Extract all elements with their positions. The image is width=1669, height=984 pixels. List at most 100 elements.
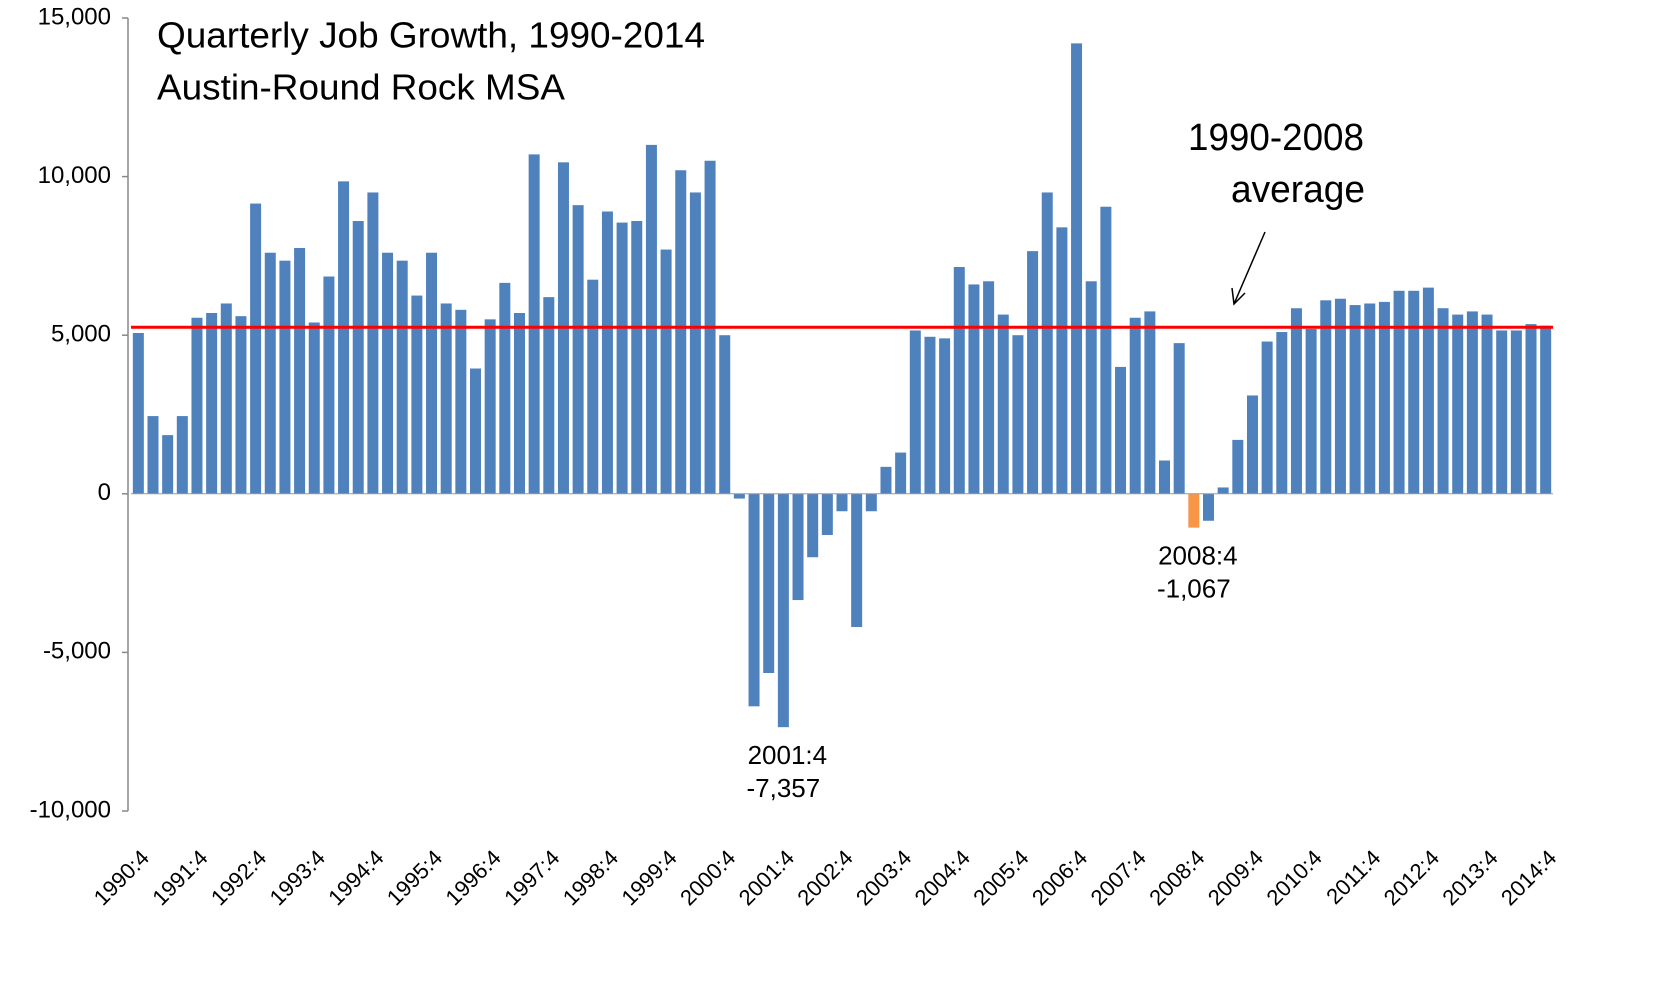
bar: [1364, 303, 1376, 494]
bar: [1408, 290, 1420, 494]
x-tick-label: 2010:4: [1261, 845, 1326, 910]
bar: [851, 493, 863, 628]
bar: [1305, 328, 1317, 494]
bar: [821, 493, 833, 536]
bar: [235, 316, 247, 494]
bar: [1012, 335, 1024, 494]
x-tick-label: 2012:4: [1379, 845, 1444, 910]
x-tick-label: 2006:4: [1027, 845, 1092, 910]
bar: [1496, 330, 1508, 494]
bar: [1334, 298, 1346, 494]
arrow: [1233, 231, 1266, 305]
x-tick-label: 2000:4: [675, 845, 740, 910]
bar: [616, 222, 628, 494]
bar: [1027, 251, 1039, 494]
bar: [1466, 311, 1478, 494]
x-tick-label: 2009:4: [1203, 845, 1268, 910]
bar: [1452, 314, 1464, 494]
bar: [880, 466, 892, 494]
bar: [1041, 192, 1053, 494]
chart-title: Quarterly Job Growth, 1990-2014: [157, 15, 705, 56]
arrow-head: [1231, 287, 1246, 306]
y-tick-label: 0: [98, 479, 111, 506]
bar: [924, 336, 936, 494]
bar: [455, 309, 467, 494]
bar: [763, 493, 775, 674]
x-tick-label: 1998:4: [558, 845, 623, 910]
x-tick-label: 1997:4: [499, 845, 564, 910]
x-tick-label: 2014:4: [1496, 845, 1561, 910]
bar: [396, 260, 408, 494]
bar: [528, 154, 540, 494]
y-tick-label: 5,000: [51, 321, 111, 348]
bar: [264, 252, 276, 494]
x-tick-label: 2002:4: [792, 845, 857, 910]
bar: [191, 317, 203, 494]
x-tick-label: 1995:4: [382, 845, 447, 910]
x-tick-label: 2004:4: [910, 845, 975, 910]
bar: [1144, 311, 1156, 494]
bar: [220, 303, 232, 494]
bar: [997, 314, 1009, 494]
bar: [733, 493, 745, 499]
bar: [308, 322, 320, 494]
value-label: -7,357: [746, 773, 820, 803]
bar: [382, 252, 394, 494]
bar: [162, 435, 174, 494]
bar: [1217, 487, 1229, 494]
bar: [499, 282, 511, 494]
x-tick-label: 1994:4: [323, 845, 388, 910]
bar: [294, 247, 306, 494]
x-tick-label: 2008:4: [1144, 845, 1209, 910]
bar: [367, 192, 379, 494]
bar: [176, 416, 188, 494]
average-label: 1990-2008: [1188, 117, 1364, 159]
bar: [675, 170, 687, 494]
bar: [1232, 439, 1244, 494]
x-tick-label: 2005:4: [968, 845, 1033, 910]
bar: [645, 144, 657, 494]
bar: [953, 267, 965, 494]
x-tick-label: 2007:4: [1086, 845, 1151, 910]
bar: [543, 297, 555, 494]
bar: [1525, 324, 1537, 494]
bar: [748, 493, 760, 707]
x-tick-label: 2013:4: [1437, 845, 1502, 910]
bar: [1115, 366, 1127, 494]
bar: [1481, 314, 1493, 494]
bar: [836, 493, 848, 512]
bar: [250, 203, 262, 494]
bar: [865, 493, 877, 512]
bar: [719, 335, 731, 494]
x-tick-label: 1993:4: [265, 845, 330, 910]
bar: [631, 221, 643, 494]
bar: [1290, 308, 1302, 494]
x-tick-label: 1996:4: [441, 845, 506, 910]
bar: [1393, 290, 1405, 494]
bar: [1056, 227, 1068, 494]
bar: [147, 416, 159, 494]
bar: [968, 284, 980, 494]
annotation-category: 2001:4: [748, 740, 828, 770]
bar: [1202, 493, 1214, 521]
bar: [1246, 395, 1258, 494]
x-tick-label: 1990:4: [89, 845, 154, 910]
bar: [1378, 301, 1390, 494]
bar: [352, 221, 364, 494]
bar: [1437, 308, 1449, 494]
bar: [440, 303, 452, 494]
bar: [1159, 460, 1171, 494]
bar: [1173, 343, 1185, 494]
bar: [323, 276, 335, 494]
bar: [1276, 332, 1288, 494]
bar: [1188, 493, 1200, 528]
bar: [426, 252, 438, 494]
bar: [1100, 206, 1112, 494]
bar: [513, 312, 525, 494]
bar: [895, 452, 907, 494]
bar: [807, 493, 819, 558]
x-tick-label: 1991:4: [147, 845, 212, 910]
bar: [338, 181, 350, 494]
bar: [909, 330, 921, 494]
